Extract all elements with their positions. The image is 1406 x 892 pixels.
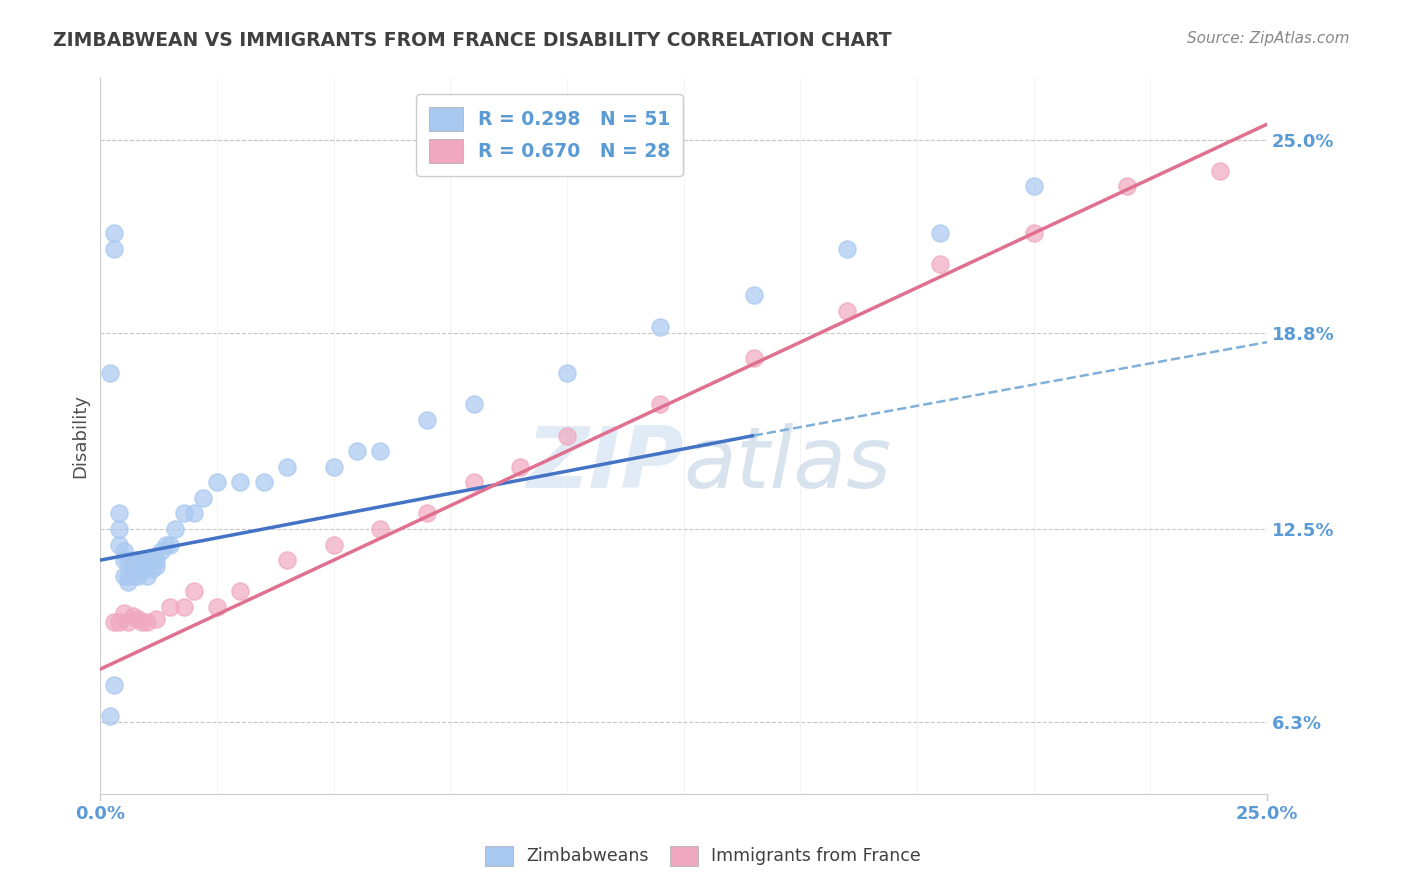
- Point: [322, 537, 344, 551]
- Point: [112, 543, 135, 558]
- Point: [742, 351, 765, 365]
- Point: [131, 615, 153, 630]
- Point: [127, 568, 149, 582]
- Point: [136, 559, 159, 574]
- Point: [229, 475, 252, 490]
- Point: [183, 584, 205, 599]
- Point: [122, 568, 145, 582]
- Point: [416, 413, 439, 427]
- Point: [835, 242, 858, 256]
- Point: [191, 491, 214, 505]
- Point: [131, 562, 153, 576]
- Point: [117, 553, 139, 567]
- Point: [136, 568, 159, 582]
- Point: [117, 574, 139, 589]
- Point: [103, 226, 125, 240]
- Point: [163, 522, 186, 536]
- Y-axis label: Disability: Disability: [72, 393, 89, 477]
- Point: [555, 366, 578, 380]
- Point: [98, 366, 121, 380]
- Point: [122, 562, 145, 576]
- Point: [127, 612, 149, 626]
- Point: [112, 568, 135, 582]
- Point: [108, 537, 131, 551]
- Point: [929, 226, 952, 240]
- Point: [276, 553, 298, 567]
- Point: [155, 537, 177, 551]
- Point: [141, 562, 163, 576]
- Point: [159, 599, 181, 614]
- Point: [650, 397, 672, 411]
- Point: [742, 288, 765, 302]
- Point: [416, 507, 439, 521]
- Point: [145, 559, 167, 574]
- Point: [370, 522, 392, 536]
- Point: [929, 257, 952, 271]
- Point: [136, 553, 159, 567]
- Point: [103, 615, 125, 630]
- Point: [127, 559, 149, 574]
- Point: [835, 304, 858, 318]
- Point: [370, 444, 392, 458]
- Legend: R = 0.298   N = 51, R = 0.670   N = 28: R = 0.298 N = 51, R = 0.670 N = 28: [416, 94, 683, 176]
- Point: [141, 553, 163, 567]
- Point: [253, 475, 276, 490]
- Point: [108, 615, 131, 630]
- Point: [205, 599, 228, 614]
- Text: Source: ZipAtlas.com: Source: ZipAtlas.com: [1187, 31, 1350, 46]
- Text: atlas: atlas: [683, 423, 891, 506]
- Point: [1022, 226, 1045, 240]
- Point: [136, 615, 159, 630]
- Point: [127, 553, 149, 567]
- Point: [122, 609, 145, 624]
- Point: [1209, 164, 1232, 178]
- Point: [145, 553, 167, 567]
- Point: [1116, 179, 1139, 194]
- Point: [131, 553, 153, 567]
- Point: [463, 397, 485, 411]
- Point: [108, 507, 131, 521]
- Point: [150, 543, 173, 558]
- Legend: Zimbabweans, Immigrants from France: Zimbabweans, Immigrants from France: [478, 838, 928, 872]
- Text: ZIP: ZIP: [526, 423, 683, 506]
- Point: [108, 522, 131, 536]
- Point: [98, 708, 121, 723]
- Point: [145, 612, 167, 626]
- Point: [650, 319, 672, 334]
- Point: [122, 553, 145, 567]
- Point: [1022, 179, 1045, 194]
- Point: [322, 459, 344, 474]
- Point: [276, 459, 298, 474]
- Point: [117, 615, 139, 630]
- Point: [509, 459, 531, 474]
- Point: [173, 507, 195, 521]
- Point: [205, 475, 228, 490]
- Point: [346, 444, 368, 458]
- Point: [183, 507, 205, 521]
- Point: [117, 568, 139, 582]
- Point: [229, 584, 252, 599]
- Point: [555, 428, 578, 442]
- Point: [159, 537, 181, 551]
- Point: [112, 553, 135, 567]
- Point: [463, 475, 485, 490]
- Point: [112, 606, 135, 620]
- Point: [173, 599, 195, 614]
- Point: [103, 242, 125, 256]
- Text: ZIMBABWEAN VS IMMIGRANTS FROM FRANCE DISABILITY CORRELATION CHART: ZIMBABWEAN VS IMMIGRANTS FROM FRANCE DIS…: [53, 31, 891, 50]
- Point: [103, 678, 125, 692]
